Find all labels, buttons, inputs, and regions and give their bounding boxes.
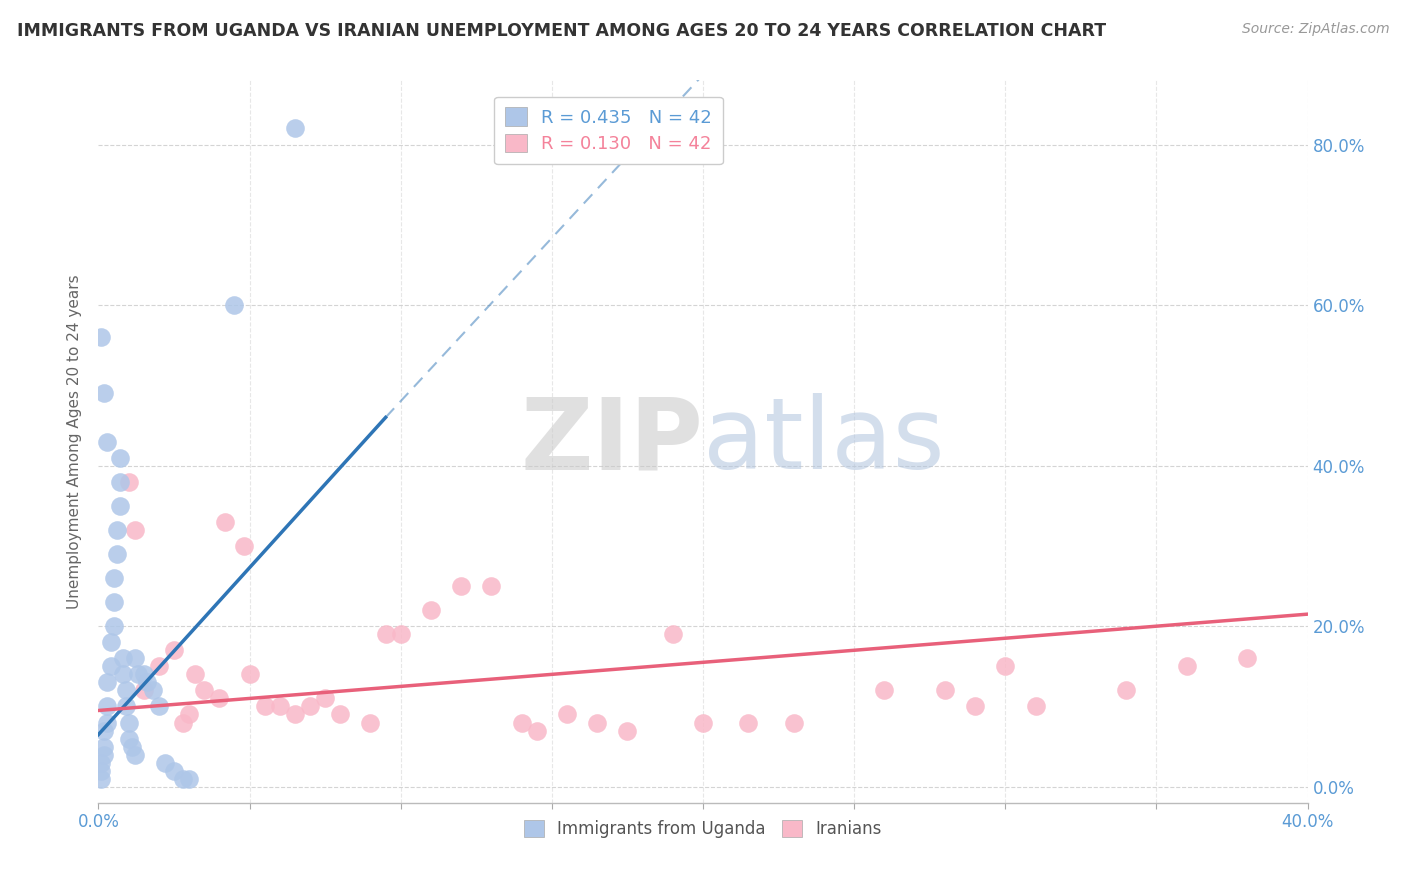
- Point: [481, 579, 503, 593]
- Point: [179, 772, 201, 786]
- Point: [118, 731, 141, 746]
- Point: [389, 627, 412, 641]
- Point: [93, 739, 115, 754]
- Point: [360, 715, 382, 730]
- Point: [299, 699, 322, 714]
- Point: [103, 571, 125, 585]
- Point: [100, 635, 122, 649]
- Point: [148, 699, 170, 714]
- Text: Source: ZipAtlas.com: Source: ZipAtlas.com: [1241, 22, 1389, 37]
- Point: [934, 683, 956, 698]
- Point: [616, 723, 638, 738]
- Text: IMMIGRANTS FROM UGANDA VS IRANIAN UNEMPLOYMENT AMONG AGES 20 TO 24 YEARS CORRELA: IMMIGRANTS FROM UGANDA VS IRANIAN UNEMPL…: [17, 22, 1107, 40]
- Point: [111, 651, 134, 665]
- Point: [142, 683, 165, 698]
- Point: [108, 475, 131, 489]
- Text: ZIP: ZIP: [520, 393, 703, 490]
- Point: [93, 747, 115, 762]
- Point: [232, 539, 254, 553]
- Legend: Immigrants from Uganda, Iranians: Immigrants from Uganda, Iranians: [517, 814, 889, 845]
- Point: [329, 707, 352, 722]
- Point: [214, 515, 236, 529]
- Point: [132, 683, 155, 698]
- Point: [148, 659, 170, 673]
- Point: [1024, 699, 1046, 714]
- Point: [873, 683, 896, 698]
- Point: [111, 667, 134, 681]
- Point: [132, 667, 155, 681]
- Point: [172, 715, 194, 730]
- Point: [90, 764, 112, 778]
- Point: [124, 651, 146, 665]
- Point: [114, 683, 136, 698]
- Point: [105, 523, 128, 537]
- Point: [586, 715, 609, 730]
- Point: [90, 772, 112, 786]
- Point: [100, 659, 122, 673]
- Point: [105, 547, 128, 561]
- Point: [96, 715, 118, 730]
- Point: [153, 756, 176, 770]
- Point: [1236, 651, 1258, 665]
- Point: [103, 595, 125, 609]
- Point: [121, 739, 143, 754]
- Point: [284, 707, 307, 722]
- Point: [172, 772, 194, 786]
- Point: [179, 707, 201, 722]
- Point: [692, 715, 714, 730]
- Point: [114, 699, 136, 714]
- Point: [526, 723, 548, 738]
- Point: [510, 715, 533, 730]
- Point: [284, 121, 307, 136]
- Point: [314, 691, 336, 706]
- Point: [135, 675, 157, 690]
- Point: [224, 298, 246, 312]
- Point: [269, 699, 291, 714]
- Point: [555, 707, 578, 722]
- Point: [965, 699, 987, 714]
- Point: [374, 627, 396, 641]
- Point: [1175, 659, 1198, 673]
- Point: [96, 434, 118, 449]
- Text: atlas: atlas: [703, 393, 945, 490]
- Point: [93, 386, 115, 401]
- Point: [1115, 683, 1137, 698]
- Point: [127, 667, 149, 681]
- Y-axis label: Unemployment Among Ages 20 to 24 years: Unemployment Among Ages 20 to 24 years: [67, 274, 83, 609]
- Point: [420, 603, 443, 617]
- Point: [103, 619, 125, 633]
- Point: [661, 627, 683, 641]
- Point: [124, 747, 146, 762]
- Point: [124, 523, 146, 537]
- Point: [108, 499, 131, 513]
- Point: [994, 659, 1017, 673]
- Point: [193, 683, 215, 698]
- Point: [90, 330, 112, 344]
- Point: [253, 699, 276, 714]
- Point: [118, 475, 141, 489]
- Point: [96, 699, 118, 714]
- Point: [737, 715, 759, 730]
- Point: [93, 723, 115, 738]
- Point: [90, 756, 112, 770]
- Point: [96, 675, 118, 690]
- Point: [163, 643, 186, 657]
- Point: [450, 579, 472, 593]
- Point: [163, 764, 186, 778]
- Point: [184, 667, 207, 681]
- Point: [239, 667, 262, 681]
- Point: [208, 691, 231, 706]
- Point: [108, 450, 131, 465]
- Point: [118, 715, 141, 730]
- Point: [783, 715, 806, 730]
